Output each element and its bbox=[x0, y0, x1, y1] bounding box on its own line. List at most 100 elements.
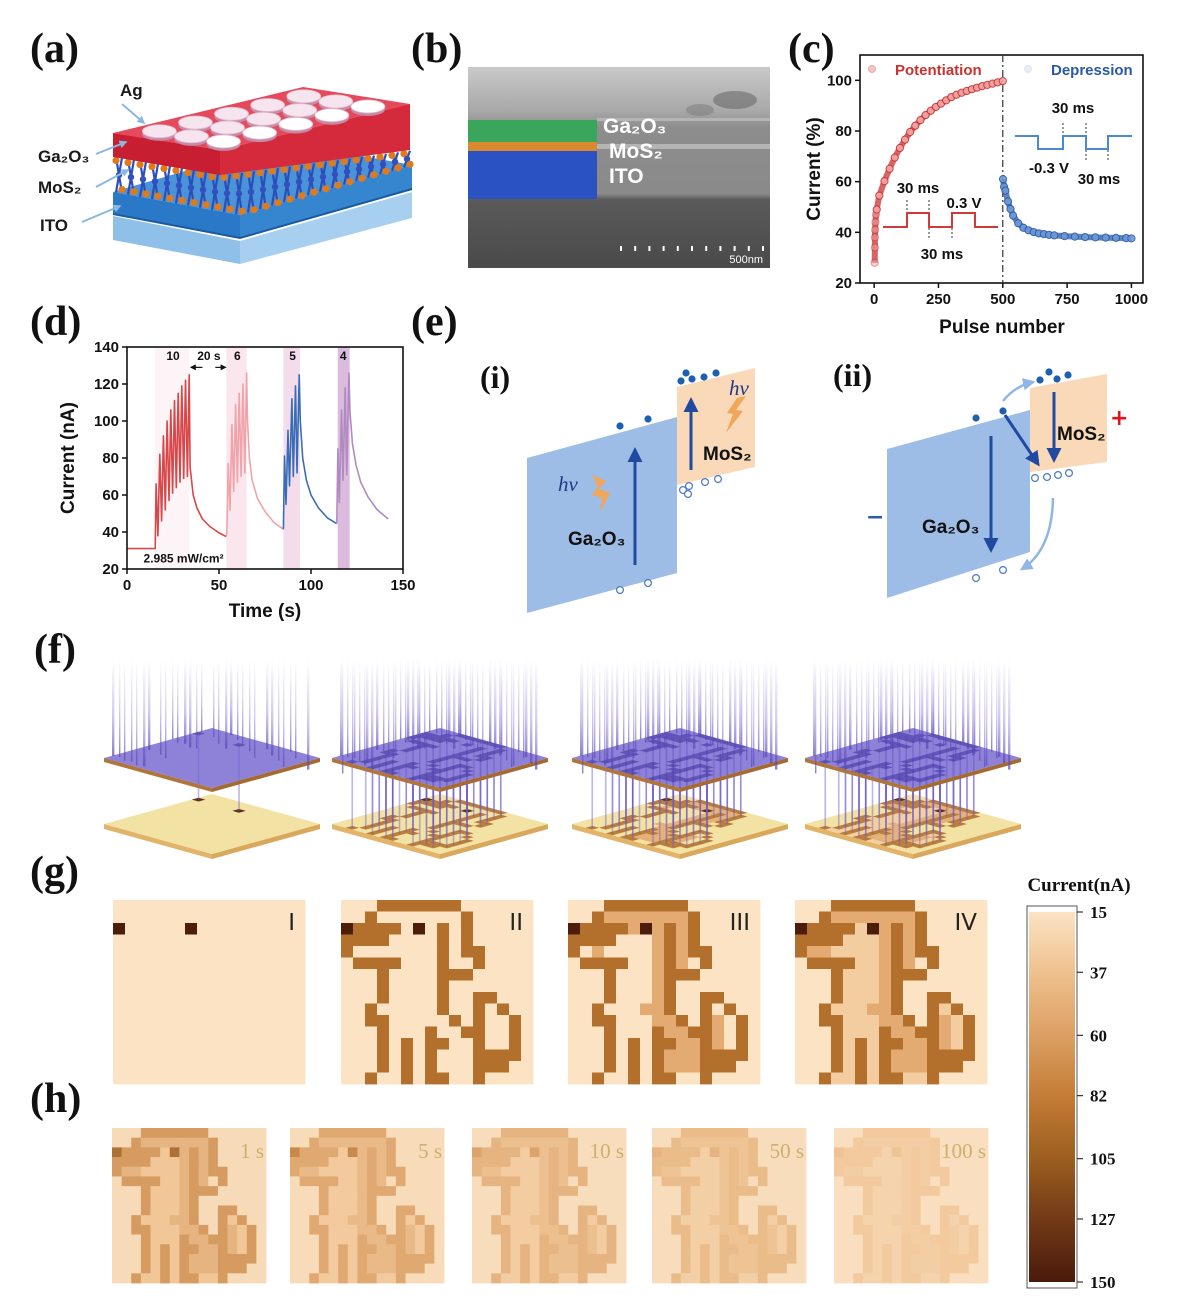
heatmap-cell bbox=[978, 1263, 989, 1274]
heatmap-cell bbox=[628, 1015, 641, 1027]
heatmap-cell bbox=[131, 1166, 142, 1177]
light-beam bbox=[482, 660, 484, 758]
bottom-plate-pixel bbox=[906, 820, 920, 824]
heatmap-cell bbox=[680, 1166, 691, 1177]
heatmap-cell bbox=[680, 1215, 691, 1226]
heatmap-cell bbox=[365, 946, 378, 958]
heatmap-cell bbox=[160, 1273, 171, 1284]
heatmap-cell bbox=[939, 992, 952, 1004]
heatmap-cell bbox=[738, 1224, 749, 1235]
heatmap-cell bbox=[227, 1234, 238, 1245]
heatmap-cell bbox=[724, 900, 737, 912]
heatmap-cell bbox=[592, 900, 605, 912]
heatmap-cell bbox=[357, 1195, 368, 1206]
heatmap-cell bbox=[853, 1128, 864, 1139]
heatmap-cell bbox=[757, 1147, 768, 1158]
heatmap-cell bbox=[208, 1147, 219, 1158]
top-plate-opening bbox=[666, 763, 680, 768]
heatmap-cell bbox=[131, 1234, 142, 1245]
bottom-plate-pixel bbox=[940, 803, 954, 808]
light-beam bbox=[424, 660, 426, 749]
heatmap-cell bbox=[256, 1234, 267, 1245]
heatmap-cell bbox=[481, 1253, 492, 1265]
top-plate-opening bbox=[818, 759, 832, 764]
heatmap-cell bbox=[500, 1215, 511, 1226]
heatmap-cell bbox=[786, 1215, 797, 1226]
heatmap-cell bbox=[491, 1166, 502, 1177]
heatmap-cell bbox=[834, 1147, 845, 1158]
bottom-plate-pixel bbox=[713, 809, 728, 813]
top-plate-opening bbox=[191, 731, 206, 736]
heatmap-cell bbox=[198, 1176, 209, 1187]
heatmap-cell bbox=[748, 1147, 759, 1158]
bottom-plate-pixel bbox=[473, 820, 488, 824]
heatmap-cell bbox=[786, 1195, 797, 1206]
heatmap-cell bbox=[862, 1137, 873, 1148]
top-plate-opening bbox=[632, 765, 647, 770]
heatmap-cell bbox=[592, 957, 605, 970]
heatmap-cell bbox=[939, 1215, 950, 1226]
heatmap-cell bbox=[449, 1061, 462, 1073]
top-plate-opening bbox=[659, 731, 674, 736]
bottom-plate-pixel bbox=[707, 814, 721, 819]
potentiation-pulse-waveform bbox=[883, 212, 998, 228]
light-beam bbox=[436, 660, 438, 734]
heatmap-cell bbox=[347, 1244, 358, 1255]
heatmap-cell bbox=[233, 957, 246, 970]
ga2o3-band bbox=[527, 417, 677, 613]
bottom-plate-pixel bbox=[899, 803, 913, 808]
heatmap-cell bbox=[580, 969, 593, 981]
heatmap-cell bbox=[365, 900, 378, 912]
heatmap-cell bbox=[140, 1205, 151, 1216]
heatmap-cell bbox=[901, 1205, 912, 1216]
top-plate-opening bbox=[960, 750, 974, 755]
heatmap-cell bbox=[173, 1026, 186, 1039]
heatmap-cell bbox=[628, 969, 641, 981]
light-beam bbox=[405, 660, 407, 743]
heatmap-cell bbox=[197, 946, 210, 958]
light-beam bbox=[739, 660, 742, 756]
bottom-plate-pixel bbox=[913, 818, 927, 823]
heatmap-cell bbox=[173, 1049, 186, 1062]
heatmap-cell bbox=[786, 1157, 797, 1168]
bottom-plate-pixel bbox=[419, 797, 434, 802]
heatmap-cell bbox=[338, 1244, 349, 1255]
heatmap-cell bbox=[497, 969, 510, 981]
heatmap-cell bbox=[347, 1234, 358, 1245]
bottom-plate-pixel bbox=[693, 803, 707, 808]
heatmap-cell bbox=[293, 1049, 306, 1062]
heatmap-cell bbox=[405, 1176, 416, 1187]
bottom-plate-pixel bbox=[480, 818, 494, 823]
heatmap-cell bbox=[580, 923, 593, 935]
heatmap-cell bbox=[500, 1234, 511, 1245]
heatmap-cell bbox=[347, 1273, 358, 1284]
top-plate-opening bbox=[392, 765, 407, 770]
bottom-plate-pixel bbox=[653, 822, 667, 826]
heatmap-cell bbox=[587, 1176, 598, 1187]
heatmap-cell bbox=[604, 1015, 617, 1027]
heatmap-cell bbox=[719, 1137, 730, 1148]
heatmap-cell bbox=[149, 946, 162, 958]
bottom-plate-pixel bbox=[845, 825, 859, 830]
heatmap-cell bbox=[140, 1137, 151, 1148]
heatmap-cell bbox=[676, 923, 689, 935]
heatmap-cell bbox=[497, 1072, 510, 1085]
heatmap-cell bbox=[227, 1128, 238, 1139]
electron-icon bbox=[644, 415, 652, 423]
heatmap-cell bbox=[237, 1137, 248, 1148]
heatmap-cell bbox=[389, 1003, 402, 1016]
bottom-plate-pixel bbox=[653, 825, 667, 830]
heatmap-cell bbox=[500, 1244, 511, 1255]
heatmap-cell bbox=[867, 1038, 880, 1050]
heatmap-cell bbox=[189, 1224, 200, 1235]
heatmap-cell bbox=[757, 1176, 768, 1187]
light-beam bbox=[417, 660, 420, 748]
top-plate-opening bbox=[700, 750, 714, 755]
light-beam bbox=[307, 660, 310, 770]
heatmap-cell bbox=[616, 1015, 629, 1027]
heatmap-cell bbox=[434, 1205, 445, 1216]
light-beam bbox=[395, 660, 397, 756]
heatmap-cell bbox=[795, 1038, 808, 1050]
top-plate-opening bbox=[453, 733, 467, 738]
